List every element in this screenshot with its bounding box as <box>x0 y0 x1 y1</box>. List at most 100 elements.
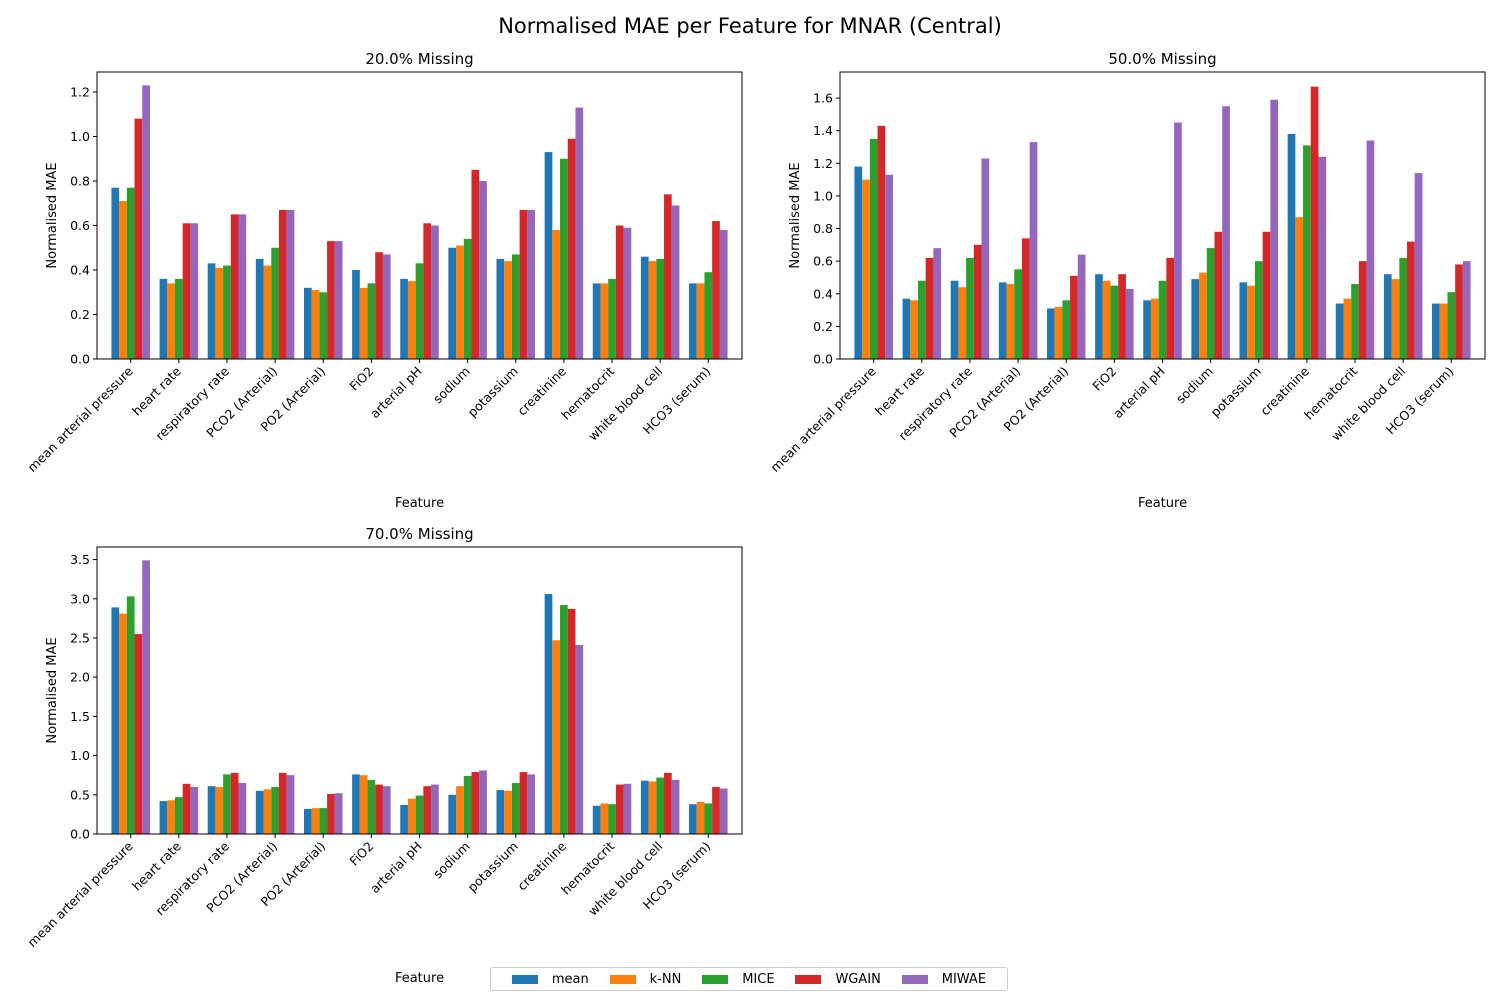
bar-k-NN-1 <box>167 800 175 834</box>
bar-MIWAE-3 <box>286 209 295 359</box>
bar-WGAIN-0 <box>134 118 143 359</box>
bar-MICE-7 <box>463 238 472 359</box>
bar-MICE-8 <box>1254 261 1263 359</box>
bar-WGAIN-2 <box>973 244 982 359</box>
bar-WGAIN-9 <box>1310 86 1319 360</box>
y-tick-label: 0.0 <box>70 827 90 842</box>
bar-WGAIN-1 <box>182 783 191 834</box>
bar-MIWAE-9 <box>575 645 584 834</box>
bar-mean-0 <box>854 166 863 359</box>
bar-MIWAE-12 <box>719 788 728 834</box>
bar-k-NN-3 <box>1006 283 1015 359</box>
subplot-2: 0.0 0.2 0.4 0.6 0.8 1.0 1.2 1.4 1.6 mean arterial… <box>767 50 1486 511</box>
legend-item-mice: MICE <box>702 971 775 987</box>
x-axis-label: Feature <box>395 971 444 986</box>
bar-MICE-5 <box>367 283 376 359</box>
bar-mean-0 <box>111 187 120 359</box>
bar-mean-10 <box>592 283 601 359</box>
bar-mean-12 <box>689 804 697 834</box>
bar-MIWAE-8 <box>527 774 536 834</box>
y-tick-label: 0.8 <box>70 174 90 189</box>
bar-MIWAE-10 <box>1366 140 1375 359</box>
bar-MIWAE-10 <box>623 227 632 359</box>
x-tick-label: sodium <box>1173 364 1216 407</box>
bar-MIWAE-4 <box>334 241 343 359</box>
x-tick-label: potassium <box>1207 364 1263 420</box>
bar-mean-4 <box>303 287 312 359</box>
legend-swatch <box>795 974 822 984</box>
bar-MIWAE-5 <box>382 254 391 359</box>
bar-MICE-2 <box>966 257 974 359</box>
bar-k-NN-4 <box>311 808 320 834</box>
bar-mean-5 <box>352 270 360 359</box>
bar-k-NN-6 <box>407 798 416 834</box>
bar-mean-2 <box>950 280 959 359</box>
bar-k-NN-5 <box>359 775 368 834</box>
bar-WGAIN-7 <box>471 169 480 359</box>
bar-k-NN-12 <box>696 801 705 834</box>
bar-MIWAE-9 <box>1318 156 1327 359</box>
bar-WGAIN-3 <box>1021 238 1030 359</box>
bar-MICE-10 <box>1351 283 1359 359</box>
bar-MICE-0 <box>126 596 135 834</box>
bar-WGAIN-4 <box>327 241 335 359</box>
bar-mean-9 <box>1287 133 1296 359</box>
figure-title: Normalised MAE per Feature for MNAR (Cen… <box>498 14 1002 38</box>
legend-swatch <box>609 974 636 984</box>
bar-k-NN-7 <box>1199 272 1207 359</box>
bar-mean-0 <box>111 607 120 834</box>
bar-MIWAE-0 <box>885 174 893 359</box>
bar-MIWAE-4 <box>1077 254 1086 359</box>
x-tick-label: FiO2 <box>346 839 376 869</box>
y-tick-label: 0.4 <box>70 263 90 278</box>
x-tick-label: mean arterial pressure <box>24 838 136 950</box>
bar-k-NN-2 <box>958 287 967 359</box>
bar-MICE-4 <box>1062 300 1071 359</box>
bar-WGAIN-2 <box>230 772 239 834</box>
bar-WGAIN-5 <box>375 784 383 834</box>
bar-k-NN-0 <box>119 613 127 834</box>
bar-mean-8 <box>496 258 505 359</box>
bar-k-NN-11 <box>648 781 657 834</box>
bar-MICE-0 <box>869 138 878 359</box>
x-tick-label: sodium <box>430 364 473 407</box>
bar-k-NN-8 <box>504 261 512 359</box>
y-tick-label: 0.5 <box>70 787 90 802</box>
bar-MICE-10 <box>608 278 616 359</box>
bar-MIWAE-2 <box>981 158 990 359</box>
bar-MICE-9 <box>560 605 568 834</box>
x-tick-label: sodium <box>430 839 473 882</box>
bar-MICE-12 <box>704 272 713 359</box>
bar-k-NN-10 <box>600 803 609 834</box>
y-tick-label: 1.5 <box>70 709 90 724</box>
x-tick-label: FiO2 <box>1089 364 1119 394</box>
bar-MICE-7 <box>1206 248 1215 359</box>
bar-MICE-6 <box>415 795 424 834</box>
bar-MICE-11 <box>656 777 665 834</box>
bar-WGAIN-3 <box>278 772 287 834</box>
bar-k-NN-8 <box>1247 285 1255 359</box>
bar-k-NN-9 <box>552 229 561 359</box>
bar-k-NN-0 <box>862 179 870 360</box>
bar-MIWAE-6 <box>431 784 439 834</box>
bar-MIWAE-2 <box>238 783 247 834</box>
legend-swatch <box>511 974 538 984</box>
bar-WGAIN-12 <box>712 221 720 359</box>
legend-label: MIWAE <box>941 971 987 987</box>
bar-mean-7 <box>1191 279 1200 359</box>
y-tick-label: 0.0 <box>813 352 833 367</box>
y-tick-label: 1.2 <box>70 85 90 100</box>
bar-WGAIN-10 <box>615 225 624 359</box>
bar-k-NN-10 <box>600 283 609 359</box>
bar-MIWAE-3 <box>1029 142 1038 359</box>
bar-MIWAE-10 <box>623 783 632 834</box>
bar-WGAIN-0 <box>877 125 886 359</box>
legend-label: MICE <box>742 971 775 987</box>
bar-MICE-0 <box>126 187 135 359</box>
y-tick-label: 1.4 <box>813 123 833 138</box>
bar-k-NN-12 <box>1439 303 1448 359</box>
bar-mean-11 <box>640 256 649 359</box>
x-tick-label: arterial pH <box>367 364 425 422</box>
bar-MICE-2 <box>223 774 231 834</box>
